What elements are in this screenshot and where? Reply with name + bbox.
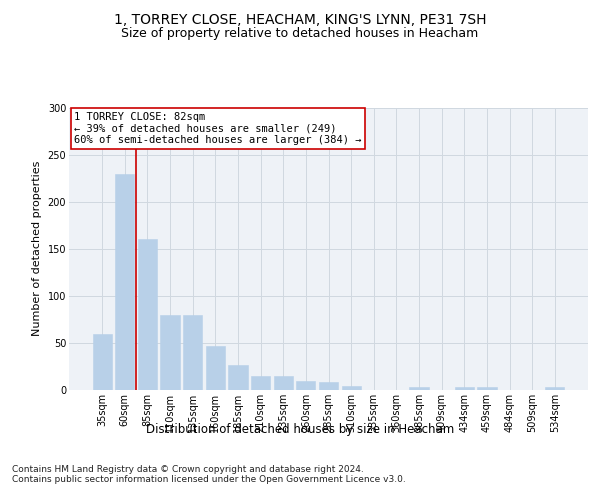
- Bar: [206, 346, 225, 390]
- Bar: [409, 387, 428, 390]
- Bar: [545, 387, 565, 390]
- Bar: [274, 376, 293, 390]
- Text: 1, TORREY CLOSE, HEACHAM, KING'S LYNN, PE31 7SH: 1, TORREY CLOSE, HEACHAM, KING'S LYNN, P…: [114, 12, 486, 26]
- Bar: [319, 382, 338, 390]
- Text: Contains HM Land Registry data © Crown copyright and database right 2024.
Contai: Contains HM Land Registry data © Crown c…: [12, 465, 406, 484]
- Bar: [296, 380, 316, 390]
- Bar: [138, 240, 157, 390]
- Bar: [92, 334, 112, 390]
- Bar: [115, 174, 134, 390]
- Text: 1 TORREY CLOSE: 82sqm
← 39% of detached houses are smaller (249)
60% of semi-det: 1 TORREY CLOSE: 82sqm ← 39% of detached …: [74, 112, 362, 145]
- Bar: [477, 387, 497, 390]
- Bar: [160, 314, 180, 390]
- Y-axis label: Number of detached properties: Number of detached properties: [32, 161, 42, 336]
- Bar: [251, 376, 270, 390]
- Text: Size of property relative to detached houses in Heacham: Size of property relative to detached ho…: [121, 28, 479, 40]
- Bar: [455, 387, 474, 390]
- Bar: [229, 364, 248, 390]
- Bar: [341, 386, 361, 390]
- Text: Distribution of detached houses by size in Heacham: Distribution of detached houses by size …: [146, 422, 454, 436]
- Bar: [183, 314, 202, 390]
